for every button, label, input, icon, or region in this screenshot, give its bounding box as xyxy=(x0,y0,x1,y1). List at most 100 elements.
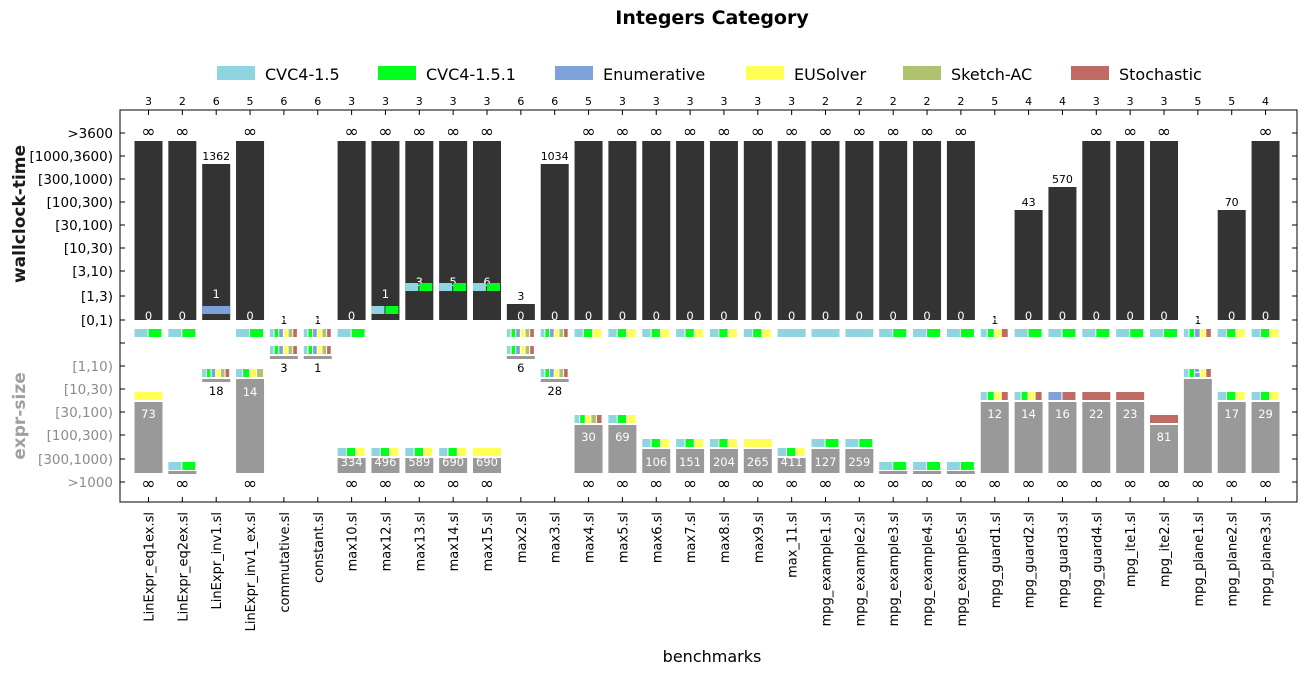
size-solver-strip xyxy=(676,439,685,447)
time-bar xyxy=(777,141,806,320)
time-solver-strip xyxy=(893,329,907,337)
time-bar-min-label: 0 xyxy=(991,309,998,323)
time-solver-strip xyxy=(1227,329,1236,337)
x-tick-label: max6.sl xyxy=(650,512,665,563)
size-solver-strip xyxy=(786,448,796,456)
benchmark-group: 3 ∞ 6 690 ∞ max15.sl xyxy=(473,95,501,571)
benchmark-group: 6 3 0 6 max2.sl xyxy=(506,95,535,563)
time-bar-top-label: ∞ xyxy=(378,122,392,142)
benchmark-group: 3 ∞ 0 151 ∞ max7.sl xyxy=(676,95,705,563)
size-bar-bottom-label: ∞ xyxy=(615,474,629,494)
time-bar-top-label: ∞ xyxy=(480,122,494,142)
time-bar-min-label: 6 xyxy=(483,275,490,289)
size-solver-strip xyxy=(202,369,206,377)
size-solver-strip xyxy=(216,369,220,377)
time-solver-strip xyxy=(994,329,1001,337)
time-solver-strip xyxy=(453,283,467,291)
size-solver-strip xyxy=(168,462,182,470)
y-tick-label-size: [100,300) xyxy=(47,428,113,444)
y-tick-label-time: [300,1000) xyxy=(38,172,113,188)
y-tick-label-size: [30,100) xyxy=(55,405,113,421)
size-bar-bottom-label: ∞ xyxy=(1123,474,1137,494)
solver-count-label: 3 xyxy=(653,95,660,108)
x-tick-label: mpg_guard4.sl xyxy=(1090,512,1105,608)
time-bar-min-label: 0 xyxy=(1228,309,1235,323)
benchmark-group: 3 ∞ 0 73 ∞ LinExpr_eq1ex.sl xyxy=(134,95,163,622)
time-bar-min-label: 5 xyxy=(449,275,456,289)
size-solver-strip xyxy=(660,439,670,447)
size-solver-strip xyxy=(317,346,322,354)
time-bar-min-label: 0 xyxy=(788,309,795,323)
bars: 3 ∞ 0 73 ∞ LinExpr_eq1ex.sl 2 ∞ 0 ∞ LinExpr_eq2ex.… xyxy=(134,95,1280,631)
time-bar-top-label: 1 xyxy=(991,314,998,327)
size-bar-bottom-label: ∞ xyxy=(717,474,731,494)
x-tick-label: max_11.sl xyxy=(786,512,801,578)
size-solver-strip xyxy=(777,448,786,456)
x-axis-label: benchmarks xyxy=(663,647,762,666)
size-bar xyxy=(303,356,332,359)
time-bar-min-label: 0 xyxy=(720,309,727,323)
size-solver-strip xyxy=(283,346,288,354)
time-solver-strip xyxy=(288,329,293,337)
y-tick-label-time: [10,30) xyxy=(64,241,113,257)
size-bar-label: 204 xyxy=(713,455,735,469)
size-bar-label: 29 xyxy=(1258,407,1273,421)
size-solver-strip xyxy=(580,415,585,423)
size-solver-strip xyxy=(893,462,907,470)
time-solver-strip xyxy=(303,329,308,337)
size-bar xyxy=(1150,425,1178,473)
size-solver-strip xyxy=(859,439,873,447)
time-bar-min-label: 0 xyxy=(822,309,829,323)
size-solver-strip xyxy=(825,439,839,447)
size-bar xyxy=(608,425,637,473)
time-solver-strip xyxy=(308,329,313,337)
size-solver-strip xyxy=(719,439,728,447)
solver-count-label: 3 xyxy=(416,95,423,108)
time-bar-min-label: 0 xyxy=(890,309,897,323)
size-bar-label: 23 xyxy=(1123,407,1138,421)
time-solver-strip xyxy=(1062,329,1076,337)
solver-count-label: 5 xyxy=(991,95,998,108)
x-tick-label: max14.sl xyxy=(447,512,462,571)
x-tick-label: max12.sl xyxy=(379,512,394,571)
benchmark-group: 5 ∞ 0 30 ∞ max4.sl xyxy=(574,95,603,563)
time-bar-top-label: 43 xyxy=(1022,196,1036,209)
size-bar-bottom-label: ∞ xyxy=(751,474,765,494)
time-solver-strip xyxy=(651,329,660,337)
size-bar-bottom-label: ∞ xyxy=(683,474,697,494)
size-bar xyxy=(1251,402,1280,473)
x-tick-label: mpg_guard1.sl xyxy=(989,512,1004,608)
time-bar xyxy=(1150,141,1178,320)
time-solver-strip xyxy=(777,329,806,337)
solver-count-label: 3 xyxy=(1127,95,1134,108)
y-tick-label-time: [1,3) xyxy=(81,289,113,305)
time-solver-strip xyxy=(554,329,559,337)
size-solver-strip xyxy=(1001,392,1008,400)
size-solver-strip xyxy=(414,448,423,456)
benchmark-group: 5 ∞ 0 14 ∞ LinExpr_inv1_ex.sl xyxy=(236,95,265,631)
time-solver-strip xyxy=(685,329,694,337)
time-solver-strip xyxy=(811,329,840,337)
size-solver-strip xyxy=(1200,369,1206,377)
size-bar xyxy=(777,458,806,473)
solver-count-label: 3 xyxy=(788,95,795,108)
x-tick-label: max15.sl xyxy=(481,512,496,571)
time-solver-strip xyxy=(1189,329,1195,337)
time-solver-strip xyxy=(405,283,419,291)
time-bar-top-label: ∞ xyxy=(615,122,629,142)
size-bar-label: 127 xyxy=(815,455,837,469)
size-solver-strip xyxy=(182,462,196,470)
time-bar-top-label: 70 xyxy=(1225,196,1239,209)
legend-label-sketch-ac: Sketch-AC xyxy=(951,65,1032,84)
size-solver-strip xyxy=(530,346,534,354)
size-bar-bottom-label: ∞ xyxy=(1258,474,1272,494)
y-tick-label-size: >1000 xyxy=(67,475,113,491)
time-bar-top-label: ∞ xyxy=(345,122,359,142)
time-bar-top-label: ∞ xyxy=(1157,122,1171,142)
time-solver-strip xyxy=(550,329,554,337)
time-solver-strip xyxy=(743,329,753,337)
size-bar xyxy=(473,458,501,473)
y-tick-label-size: [10,30) xyxy=(64,382,113,398)
time-bar-min-label: 0 xyxy=(957,309,964,323)
time-solver-strip xyxy=(1164,329,1177,337)
